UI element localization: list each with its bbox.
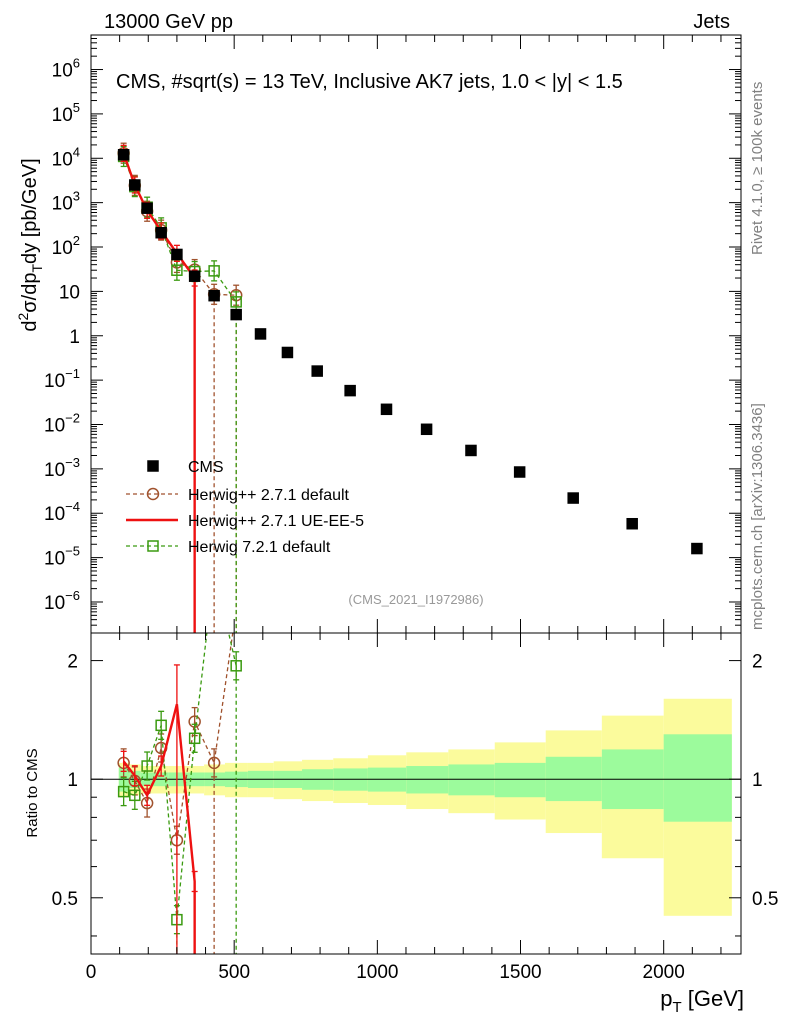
ratio-h721-point xyxy=(129,789,141,802)
cms-data-point xyxy=(281,346,294,359)
ratio-h721-point xyxy=(141,760,153,772)
ratio-h721-point xyxy=(188,732,201,745)
main-panel: 10610510410310210110−110−210−310−410−510… xyxy=(44,34,742,634)
y-tick-label: 106 xyxy=(52,56,80,82)
ratio-tick-label: 2 xyxy=(67,652,78,673)
legend-label: CMS xyxy=(188,459,224,476)
cms-data-point xyxy=(141,202,153,214)
series-h721-line xyxy=(123,156,237,303)
x-axis-title: pT [GeV] xyxy=(660,986,744,1016)
x-tick-label: 1000 xyxy=(356,962,398,983)
ratio-panel: 0.5 0.5 1 1 2 2 0 500 1000 1500 2000 Ratio to CMS xyxy=(24,632,778,983)
chart-title: CMS, #sqrt(s) = 13 TeV, Inclusive AK7 je… xyxy=(116,71,623,93)
ratio-y-axis-title: Ratio to CMS xyxy=(24,748,41,837)
y-tick-label: 105 xyxy=(52,100,80,126)
ratio-h721-point xyxy=(155,719,167,732)
band-inner xyxy=(406,766,449,794)
mcplots-label: mcplots.cern.ch [arXiv:1306.3436] xyxy=(749,403,766,630)
x-tick-label: 0 xyxy=(86,962,97,983)
ratio-tick-label-right: 0.5 xyxy=(752,889,778,910)
series-ueee5-line xyxy=(122,152,196,633)
cms-data-point xyxy=(380,403,393,416)
y-tick-label: 10 xyxy=(59,282,80,303)
cms-data-point xyxy=(311,365,323,377)
ratio-h721-point xyxy=(117,785,130,798)
y-tick-label: 10−1 xyxy=(44,366,80,392)
band-inner xyxy=(448,764,495,796)
cms-data-point xyxy=(344,384,356,397)
ratio-h271-line xyxy=(123,633,234,841)
ratio-tick-label-right: 1 xyxy=(752,770,763,791)
cms-data-point xyxy=(171,248,183,261)
cms-data-point xyxy=(155,226,167,239)
rivet-version-label: Rivet 4.1.0, ≥ 100k events xyxy=(749,82,766,255)
cms-data-point xyxy=(208,289,220,302)
cms-data-point xyxy=(465,444,477,457)
energy-label: 13000 GeV pp xyxy=(104,11,233,33)
y-tick-label: 10−2 xyxy=(44,410,80,436)
h721-point xyxy=(230,296,242,308)
cms-data-point xyxy=(117,149,130,161)
cms-data-point xyxy=(691,542,703,555)
y-tick-label: 102 xyxy=(52,233,80,259)
h721-point xyxy=(171,264,183,276)
ratio-tick-label: 0.5 xyxy=(52,889,78,910)
legend-h271-marker xyxy=(146,487,160,501)
y-tick-label: 104 xyxy=(52,144,80,170)
y-tick-label: 10−6 xyxy=(44,588,80,614)
h721-point xyxy=(208,265,220,277)
x-tick-label: 500 xyxy=(218,962,250,983)
cms-data-point xyxy=(230,308,242,321)
y-tick-label: 10−4 xyxy=(44,499,80,525)
y-tick-label: 1 xyxy=(69,327,80,348)
legend-label: Herwig 7.2.1 default xyxy=(188,539,331,556)
legend-label: Herwig++ 2.7.1 default xyxy=(188,487,350,504)
process-label: Jets xyxy=(693,11,730,33)
y-tick-label: 103 xyxy=(52,189,80,215)
y-tick-label: 10−5 xyxy=(44,544,80,570)
analysis-tag: (CMS_2021_I1972986) xyxy=(348,592,483,607)
ratio-frame xyxy=(90,632,742,955)
cms-data-point xyxy=(513,466,526,478)
cms-data-point xyxy=(254,328,267,340)
cms-data-point xyxy=(420,423,433,436)
x-tick-label: 1500 xyxy=(499,962,541,983)
ratio-tick-label-right: 2 xyxy=(752,652,763,673)
legend: CMS Herwig++ 2.7.1 default Herwig++ 2.7.1 … xyxy=(126,459,364,556)
y-axis-title: d2σ/dpTdy [pb/GeV] xyxy=(15,158,45,331)
x-tick-label: 2000 xyxy=(643,962,685,983)
cms-data-point xyxy=(129,179,141,191)
band-inner xyxy=(663,734,732,822)
cms-data-point xyxy=(626,517,638,530)
band-inner xyxy=(494,762,546,798)
cms-data-point xyxy=(567,492,579,504)
y-tick-label: 10−3 xyxy=(44,455,80,481)
legend-h721-marker xyxy=(147,540,159,552)
cms-data-point xyxy=(188,270,201,282)
ratio-h271-point xyxy=(207,756,221,770)
ratio-tick-label: 1 xyxy=(67,770,78,791)
ratio-h721-point xyxy=(230,660,242,672)
legend-cms-marker xyxy=(147,460,159,472)
legend-label: Herwig++ 2.7.1 UE-EE-5 xyxy=(188,513,364,530)
